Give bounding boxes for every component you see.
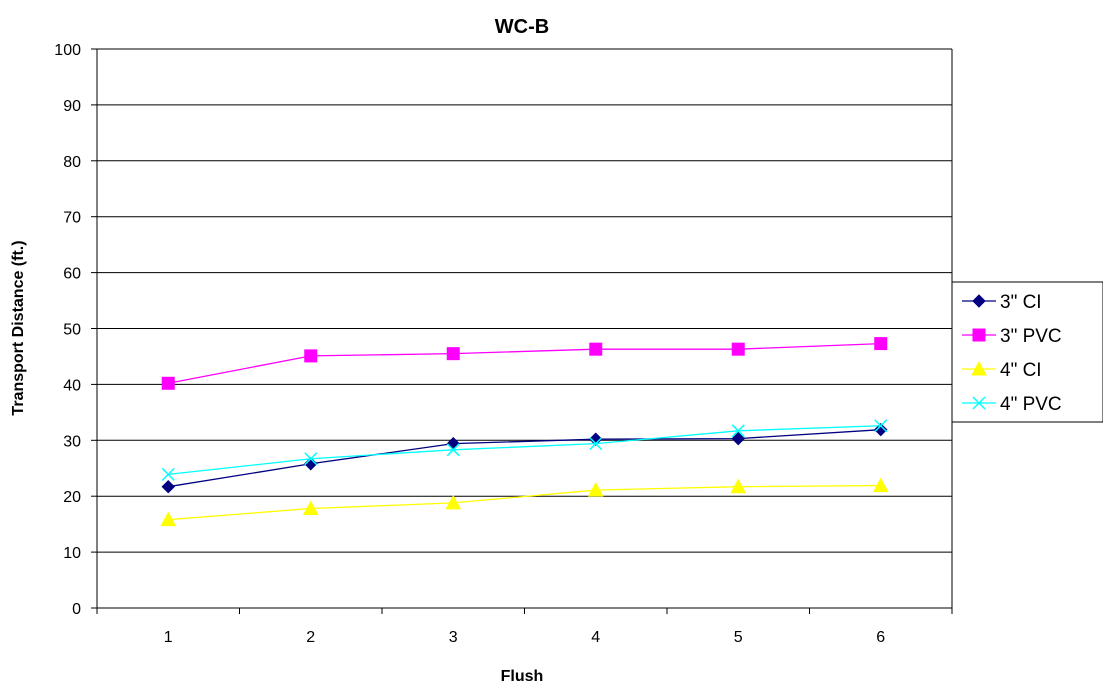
legend-marker (972, 396, 986, 410)
data-point (446, 347, 460, 361)
x-tick-label: 3 (449, 629, 458, 646)
data-point (304, 452, 318, 466)
legend-marker (972, 328, 986, 342)
legend-item: 4" PVC (962, 394, 1062, 415)
y-tick-label: 60 (63, 266, 81, 283)
legend-label: 4" PVC (1000, 394, 1062, 415)
y-tick-label: 10 (63, 545, 81, 562)
data-point (304, 349, 318, 363)
data-point (731, 424, 745, 438)
marker-stroke (304, 452, 318, 466)
legend-item: 4" CI (962, 360, 1042, 381)
marker-stroke (446, 443, 460, 457)
data-point (445, 494, 462, 510)
x-tick-label: 5 (734, 629, 743, 646)
legend: 3" CI 3" PVC 4" CI 4" PVC (951, 281, 1103, 423)
y-tick-label: 100 (54, 42, 81, 59)
gridlines (97, 48, 952, 553)
data-point (872, 477, 889, 493)
data-point (589, 437, 603, 451)
y-axis-title: Transport Distance (ft.) (10, 240, 27, 415)
data-point (874, 419, 888, 433)
series-line (168, 342, 881, 384)
series-line (168, 429, 881, 488)
y-tick-label: 20 (63, 489, 81, 506)
data-point (446, 443, 460, 457)
series-line (168, 484, 881, 521)
data-point (302, 500, 319, 515)
legend-label: 3" PVC (1000, 326, 1062, 347)
data-point (587, 481, 604, 497)
legend-marker (972, 294, 986, 308)
data-point (161, 479, 175, 494)
x-tick-label: 1 (164, 629, 173, 646)
series-line (168, 425, 881, 476)
y-tick-label: 90 (63, 98, 81, 115)
legend-item: 3" PVC (962, 326, 1062, 347)
data-point (161, 376, 175, 390)
data-point (731, 431, 745, 446)
data-point (874, 337, 888, 351)
x-tick-label: 2 (306, 629, 315, 646)
data-point (589, 342, 603, 356)
data-point (730, 478, 747, 494)
marker-stroke (731, 424, 745, 438)
y-tick-label: 30 (63, 433, 81, 450)
chart-title: WC-B (495, 16, 549, 38)
x-tick-label: 4 (591, 629, 600, 646)
series-4 (161, 419, 888, 481)
y-tick-label: 70 (63, 210, 81, 227)
data-point (731, 342, 745, 356)
series-1 (161, 422, 888, 494)
data-point (874, 422, 888, 437)
y-tick-label: 40 (63, 377, 81, 394)
data-point (446, 436, 460, 451)
legend-label: 3" CI (1000, 292, 1042, 313)
y-tick-label: 50 (63, 322, 81, 339)
y-tick-label: 80 (63, 154, 81, 171)
data-point (160, 511, 177, 527)
series-group (160, 337, 889, 527)
data-point (161, 467, 175, 481)
y-tick-label: 0 (72, 601, 81, 618)
marker-stroke (589, 437, 603, 451)
series-2 (161, 337, 888, 390)
marker-stroke (161, 467, 175, 481)
axes: 0 10 20 30 40 50 60 70 80 90 100 1 2 3 4 5 6 (54, 42, 953, 646)
x-axis-title: Flush (501, 668, 544, 685)
marker-stroke (972, 396, 986, 410)
marker-stroke (874, 419, 888, 433)
data-point (589, 432, 603, 446)
legend-item: 3" CI (962, 292, 1042, 313)
legend-label: 4" CI (1000, 360, 1042, 381)
legend-marker (971, 360, 987, 376)
x-tick-label: 6 (876, 629, 885, 646)
series-3 (160, 477, 889, 527)
